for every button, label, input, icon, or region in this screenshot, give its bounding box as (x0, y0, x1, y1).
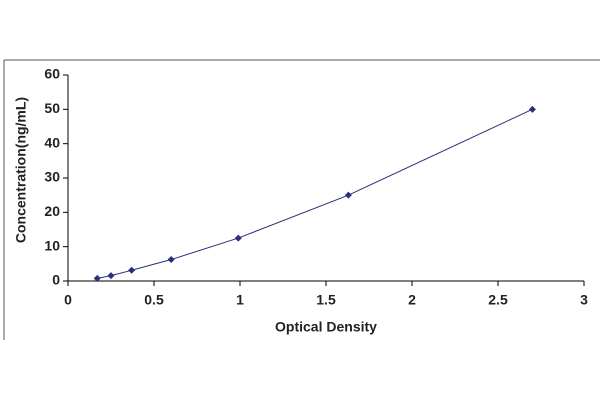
y-tick-label: 50 (44, 100, 60, 116)
x-tick-label: 2 (408, 292, 416, 308)
point (93, 274, 101, 282)
y-tick-label: 60 (44, 66, 60, 82)
x-tick-label: 1 (236, 292, 244, 308)
point (167, 256, 175, 264)
x-tick-label: 0.5 (144, 292, 164, 308)
point (528, 105, 536, 113)
y-tick-label: 0 (52, 272, 60, 288)
x-tick-label: 0 (64, 292, 72, 308)
point (107, 272, 115, 280)
x-tick-label: 1.5 (316, 292, 336, 308)
y-tick-label: 20 (44, 203, 60, 219)
x-axis-label: Optical Density (275, 319, 377, 335)
y-axis-label: Concentration(ng/mL) (13, 97, 29, 243)
x-tick-label: 3 (580, 292, 588, 308)
point (344, 191, 352, 199)
y-tick-label: 10 (44, 237, 60, 253)
y-tick-label: 40 (44, 134, 60, 150)
point (234, 234, 242, 242)
y-tick-label: 30 (44, 169, 60, 185)
point (128, 266, 136, 274)
curve (97, 108, 533, 279)
x-tick-label: 2.5 (488, 292, 508, 308)
